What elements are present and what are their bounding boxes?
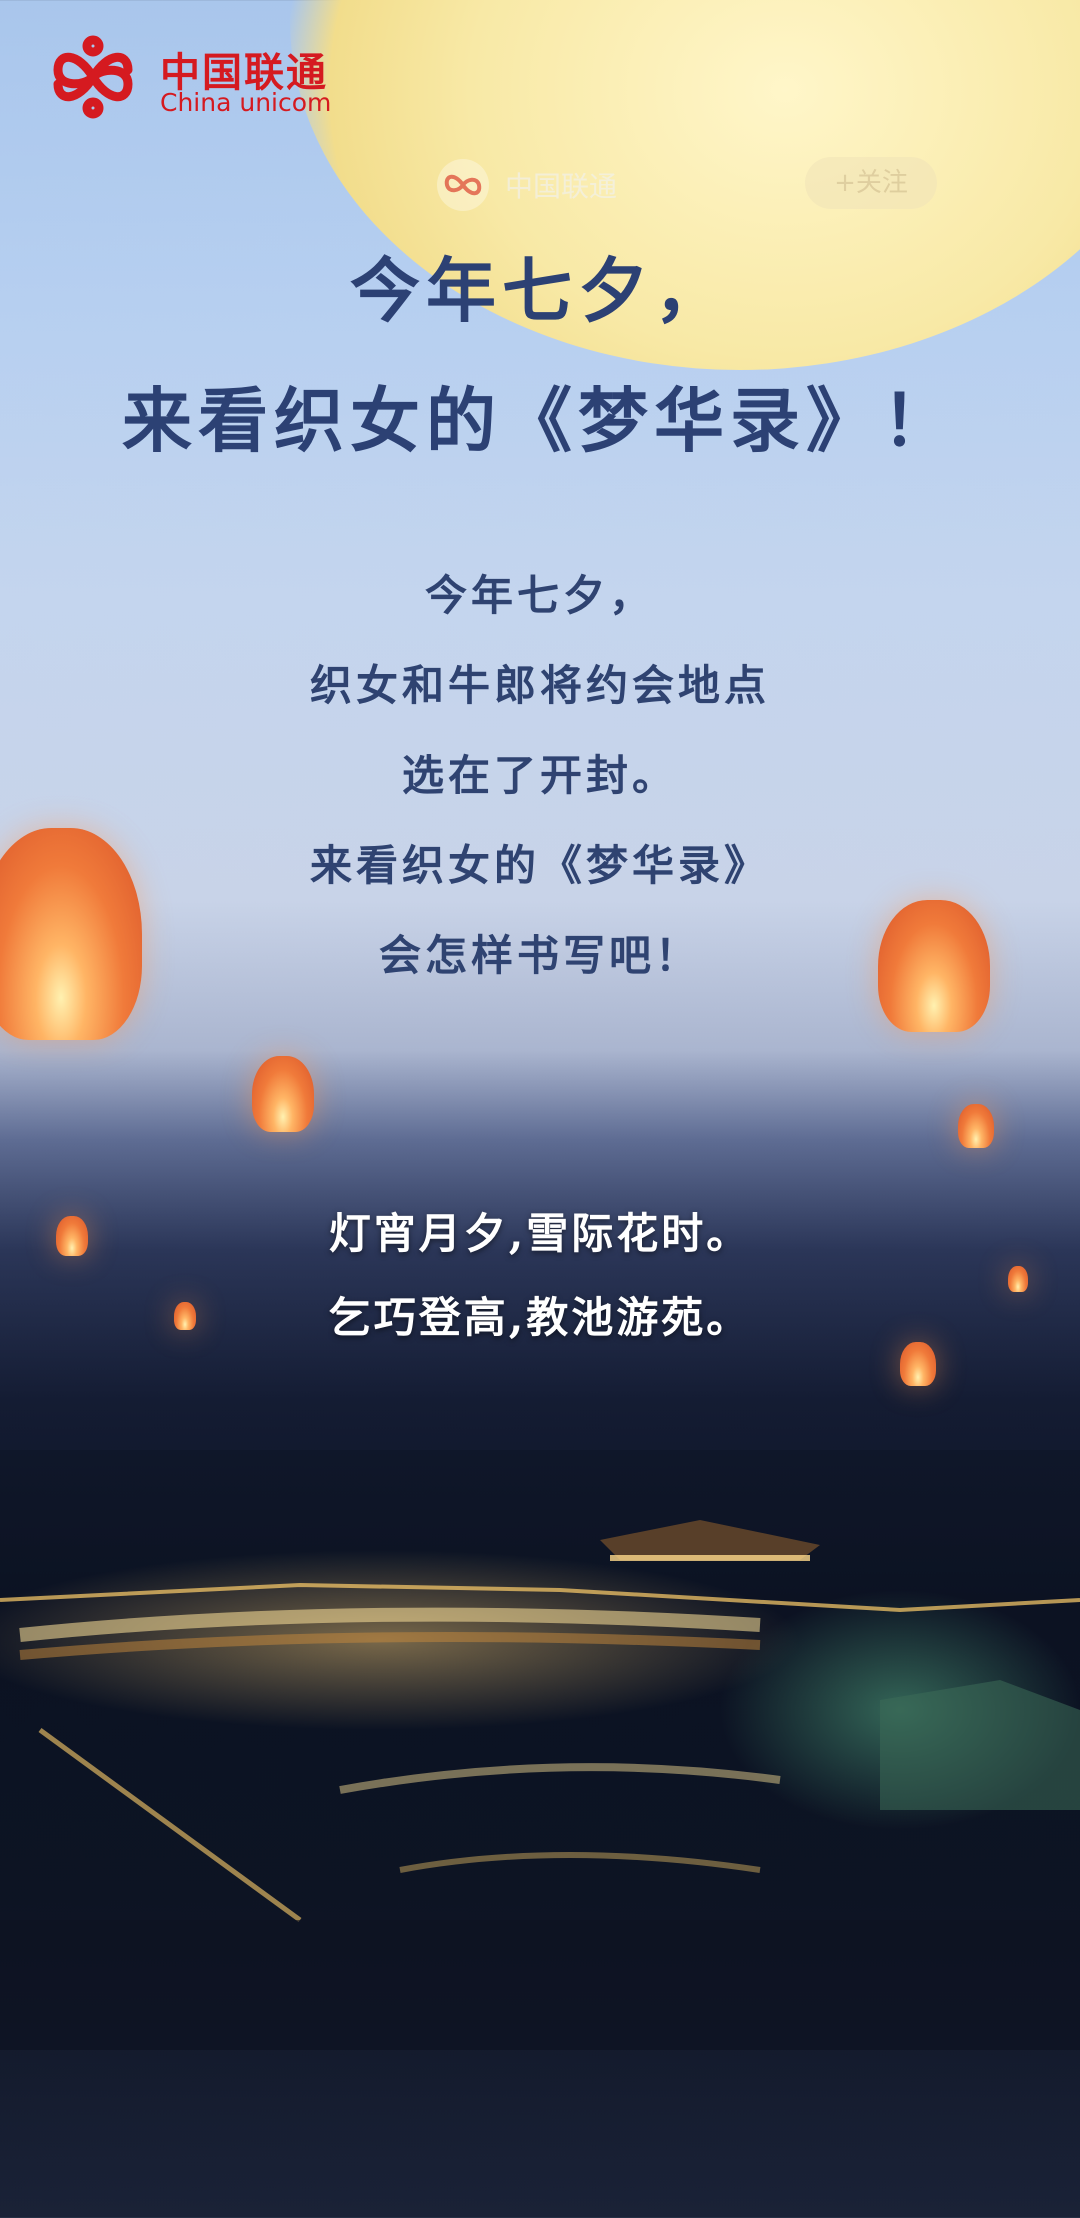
- headline-line-1: 今年七夕，: [350, 249, 730, 332]
- sky-lantern-icon: [252, 1056, 314, 1132]
- poem-line-3: 选在了开封。: [401, 751, 678, 800]
- night-verse-line-2: 乞巧登高,教池游苑。: [328, 1293, 752, 1342]
- account-bar: 中国联通 +关注: [435, 155, 955, 215]
- account-name[interactable]: 中国联通: [505, 170, 618, 203]
- poem-line-4: 来看织女的《梦华录》: [309, 841, 770, 890]
- follow-button[interactable]: +关注: [805, 157, 937, 209]
- sky-lantern-icon: [0, 828, 142, 1040]
- poem-line-1: 今年七夕，: [424, 571, 655, 620]
- night-town-illustration: [0, 1450, 1080, 2050]
- brand-name-cn: 中国联通: [160, 50, 328, 96]
- sky-lantern-icon: [1008, 1266, 1028, 1292]
- unicom-avatar-icon[interactable]: [435, 157, 491, 213]
- brand-name-en: China unicom: [160, 88, 332, 117]
- unicom-logo-icon: [53, 35, 133, 119]
- sky-lantern-icon: [174, 1302, 196, 1330]
- sky-lantern-icon: [56, 1216, 88, 1256]
- sky-lantern-icon: [900, 1342, 936, 1386]
- brand-logo: 中国联通 China unicom: [38, 32, 338, 122]
- night-verse-line-1: 灯宵月夕,雪际花时。: [328, 1209, 752, 1258]
- poem-line-5: 会怎样书写吧！: [378, 931, 701, 980]
- sky-lantern-icon: [958, 1104, 994, 1148]
- poem-line-2: 织女和牛郎将约会地点: [309, 661, 770, 710]
- sky-lantern-icon: [878, 900, 990, 1032]
- headline-line-2: 来看织女的《梦华录》！: [122, 379, 958, 462]
